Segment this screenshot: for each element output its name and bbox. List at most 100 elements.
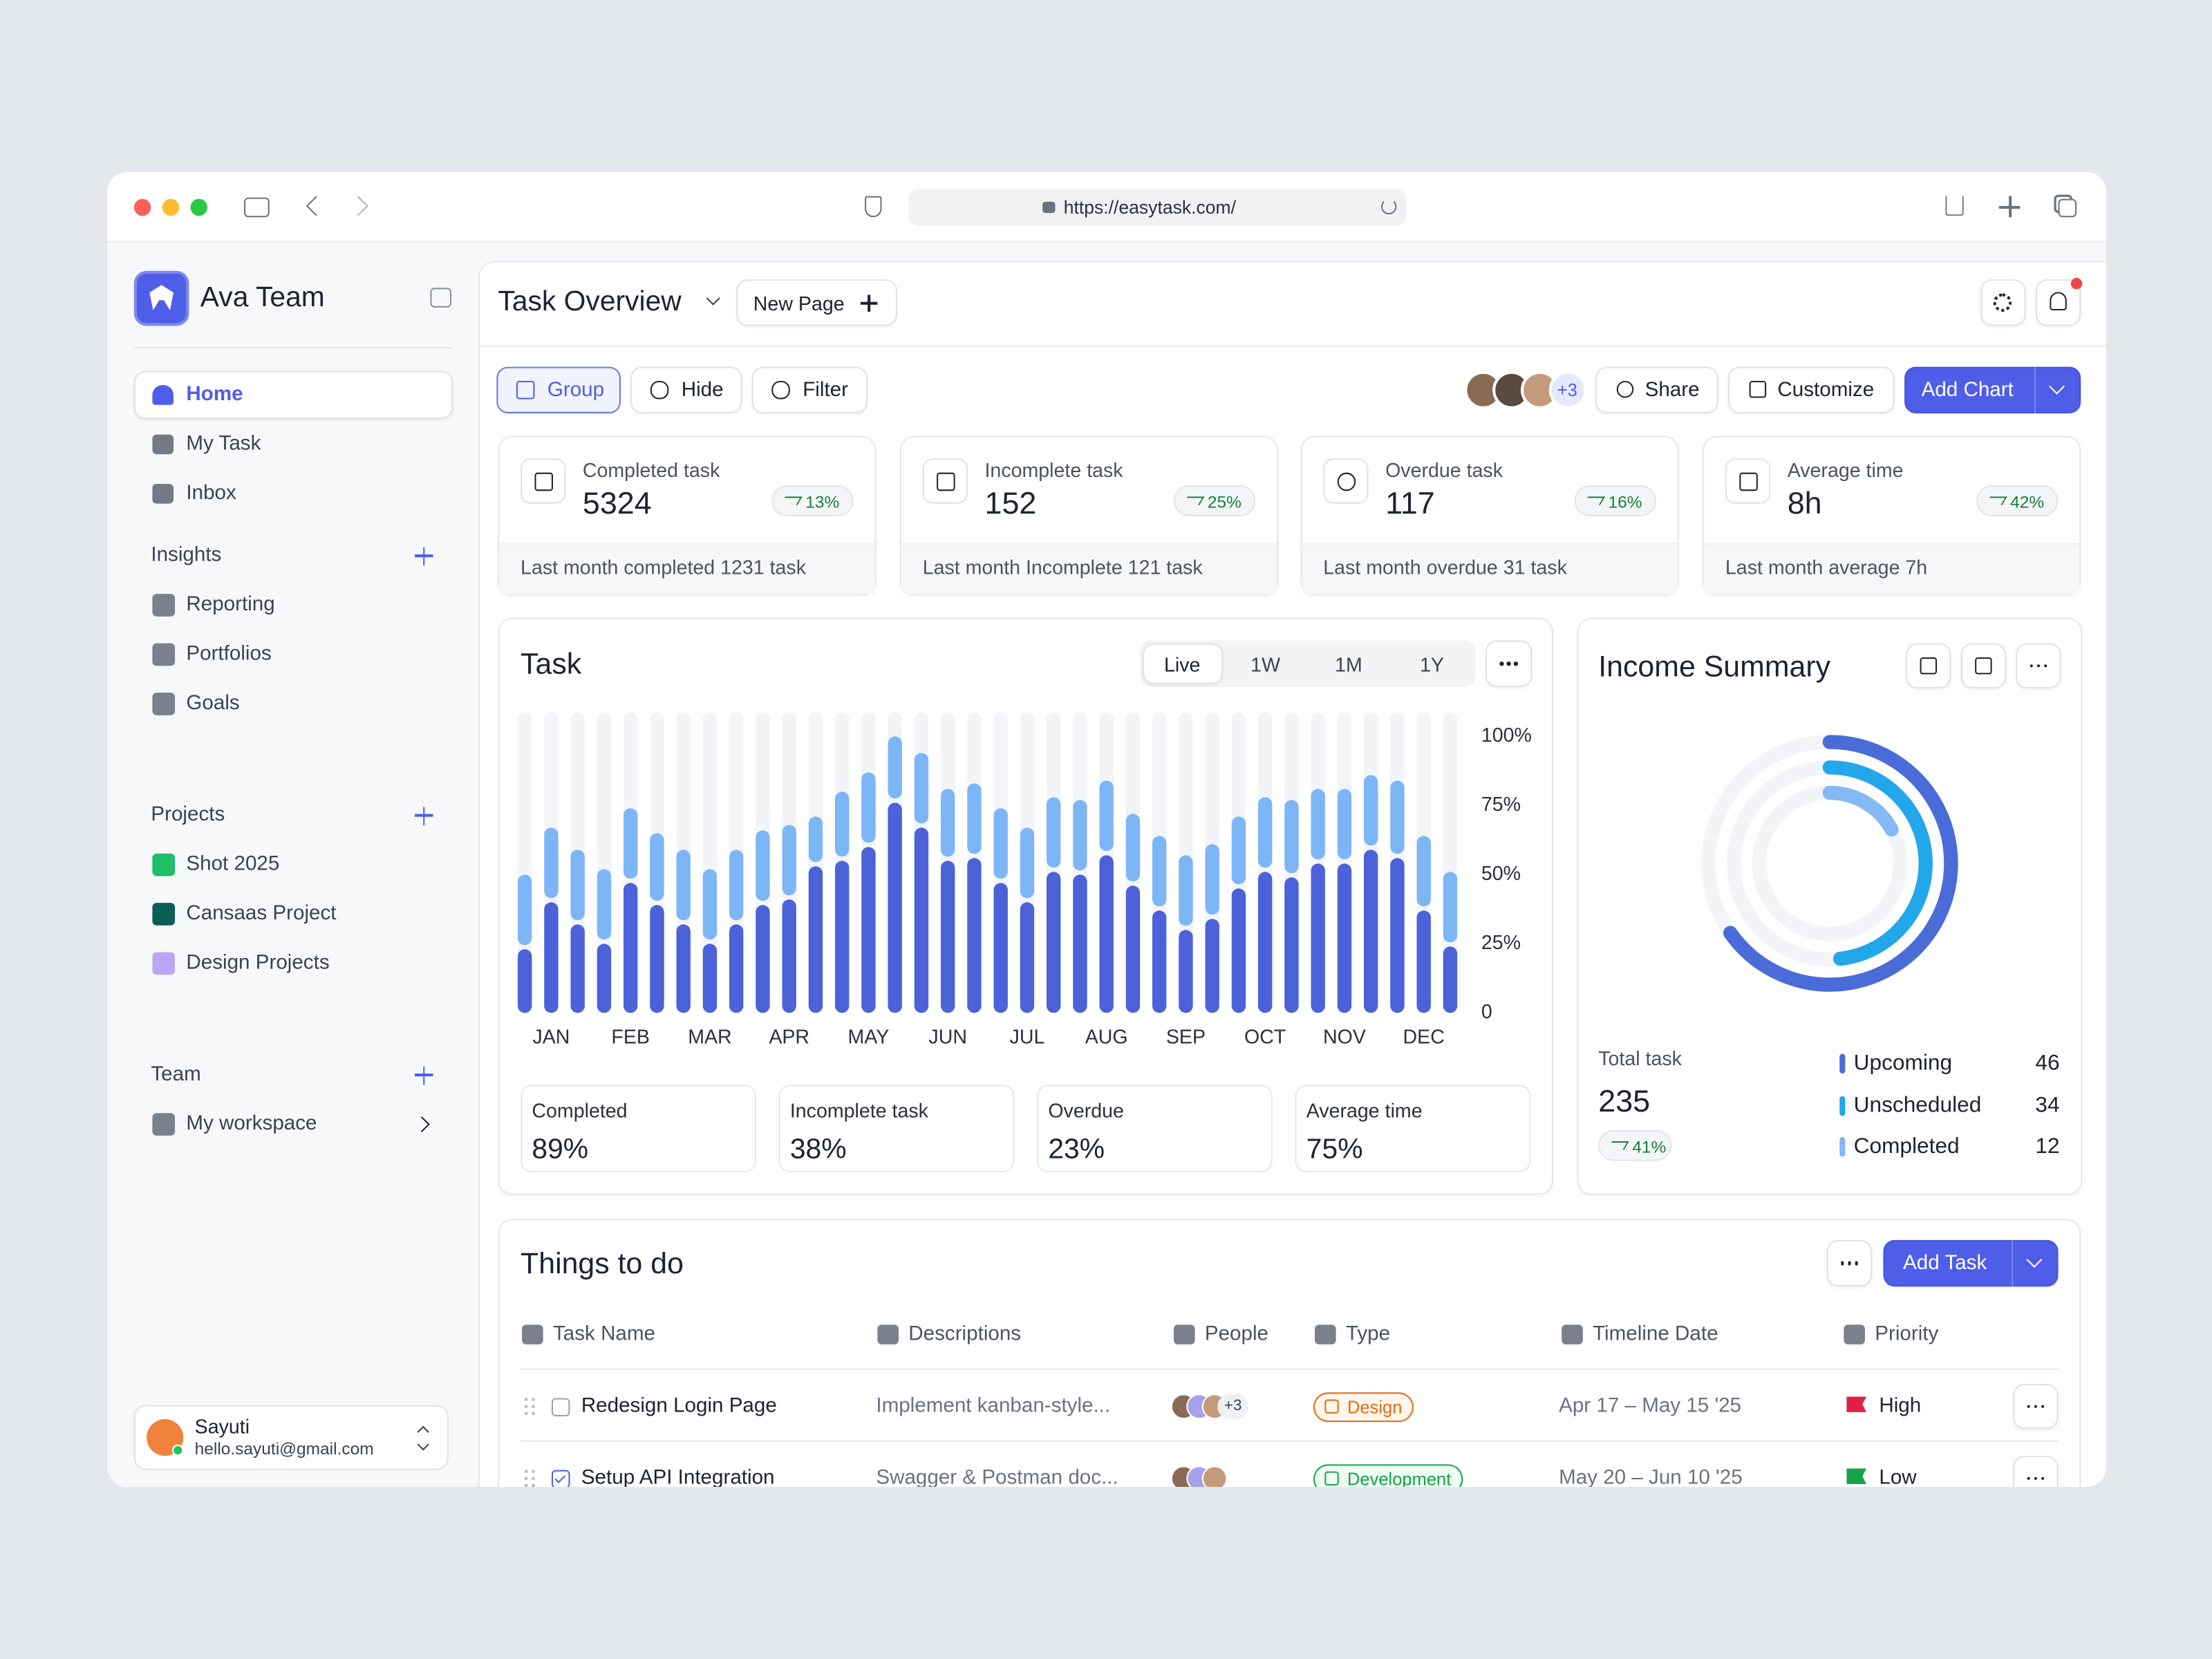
window-control[interactable]: [190, 198, 207, 216]
task-name: Setup API Integration: [581, 1466, 775, 1488]
dot: [2034, 1405, 2038, 1409]
icon: [1920, 657, 1938, 675]
legend-swatch: [1839, 1136, 1845, 1157]
sidebar-toggle[interactable]: [244, 197, 270, 218]
range-label: 1M: [1335, 653, 1362, 676]
checkbox[interactable]: [551, 1398, 570, 1416]
window-control[interactable]: [162, 198, 180, 216]
dot: [2027, 1405, 2031, 1409]
icon-button[interactable]: [1960, 643, 2007, 688]
summary-value: 75%: [1306, 1134, 1363, 1165]
add-task-button[interactable]: [1883, 1239, 2059, 1287]
shield-icon: [865, 196, 882, 218]
stat-note: Last month completed 1231 task: [521, 556, 807, 579]
row-more-button[interactable]: [2013, 1456, 2059, 1488]
tabs-icon[interactable]: [2058, 198, 2077, 218]
url-bar[interactable]: [908, 189, 1407, 226]
range-label: 1Y: [1419, 653, 1444, 676]
add-button-v: [422, 806, 426, 825]
toolbar-button[interactable]: [630, 366, 742, 413]
user-card[interactable]: [133, 1405, 449, 1470]
dot: [2043, 664, 2047, 668]
checkbox[interactable]: [551, 1470, 570, 1488]
section-title: Insights: [151, 544, 222, 567]
summary-box: [1295, 1085, 1531, 1172]
dot: [1499, 662, 1504, 666]
icon: [534, 471, 552, 491]
change-pill: [1173, 485, 1256, 516]
add-chart-button[interactable]: [1904, 366, 2081, 413]
nav-label: Portfolios: [186, 643, 272, 666]
stat-value: 5324: [582, 485, 652, 521]
row-more-button[interactable]: [2013, 1384, 2059, 1430]
drag-handle: [525, 1470, 535, 1473]
window-control[interactable]: [133, 198, 151, 216]
range-label: Live: [1163, 653, 1201, 676]
nav-label: Reporting: [186, 593, 275, 617]
dot: [1506, 662, 1511, 666]
timeline-date: Apr 17 – May 15 '25: [1559, 1394, 1742, 1418]
stat-note: Last month Incomplete 121 task: [922, 556, 1203, 579]
avatar: [1201, 1465, 1228, 1488]
add-button-v: [422, 1065, 426, 1085]
priority: High: [1879, 1394, 1922, 1418]
drag-handle: [525, 1477, 535, 1480]
nav-icon: [152, 594, 176, 617]
share-icon[interactable]: [1945, 196, 1964, 216]
icon: [1336, 471, 1356, 491]
nav-label: Inbox: [186, 482, 236, 505]
icon-button[interactable]: [1906, 643, 1951, 688]
range-tab-active[interactable]: [1143, 643, 1224, 684]
status-dot: [171, 1444, 184, 1456]
gear: [1993, 293, 2012, 312]
split: [2012, 1239, 2014, 1287]
task-type: Design: [1347, 1396, 1403, 1417]
nav-icon: [152, 693, 176, 715]
change: 25%: [1207, 491, 1241, 512]
toolbar-button[interactable]: [496, 366, 621, 413]
avatar-more: [1548, 371, 1587, 409]
icon: [515, 379, 534, 399]
column-header: Priority: [1875, 1322, 1939, 1346]
reload-icon[interactable]: [1380, 198, 1397, 215]
priority-flag: [1846, 1396, 1866, 1412]
stat-footer: [1704, 543, 2080, 594]
task-description: Swagger & Postman doc...: [876, 1466, 1118, 1488]
column-header: Timeline Date: [1593, 1322, 1718, 1346]
dot: [2027, 1477, 2031, 1481]
divider: [478, 345, 2106, 348]
stat-footer: [499, 543, 875, 594]
range-label: 1W: [1250, 653, 1281, 676]
stat-label: Overdue task: [1385, 458, 1503, 481]
column-icon: [1844, 1324, 1865, 1344]
legend-label: Unscheduled: [1853, 1093, 1982, 1117]
stat-icon-box: [521, 458, 566, 504]
team-name: Ava Team: [200, 282, 325, 314]
dot: [2041, 1477, 2045, 1481]
nav-label: Home: [186, 383, 243, 406]
icon: [1975, 657, 1992, 675]
change: 42%: [2010, 491, 2045, 512]
change-pill: [1574, 485, 1656, 516]
toolbar-button[interactable]: [1727, 366, 1895, 413]
page-title: Task Overview: [498, 286, 682, 318]
task-type: Development: [1347, 1468, 1452, 1488]
toolbar-button[interactable]: [1595, 366, 1718, 413]
change-pill: [771, 485, 854, 516]
priority: Low: [1879, 1466, 1917, 1488]
button-label: Group: [547, 379, 605, 402]
stat-value: 8h: [1787, 485, 1822, 521]
nav-icon: [152, 1113, 176, 1136]
nav-label: Design Projects: [186, 952, 330, 975]
button-label: Hide: [681, 379, 724, 402]
chart-title: Task: [521, 648, 582, 681]
url: https://easytask.com/: [1063, 196, 1236, 218]
stat-note: Last month average 7h: [1725, 556, 1928, 579]
button-label: Add Chart: [1921, 379, 2014, 402]
legend-value: 46: [2035, 1051, 2060, 1076]
nav-icon: [152, 952, 176, 975]
stat-icon-box: [1725, 458, 1771, 504]
collapse-button[interactable]: [430, 288, 452, 308]
change: 16%: [1608, 491, 1642, 512]
